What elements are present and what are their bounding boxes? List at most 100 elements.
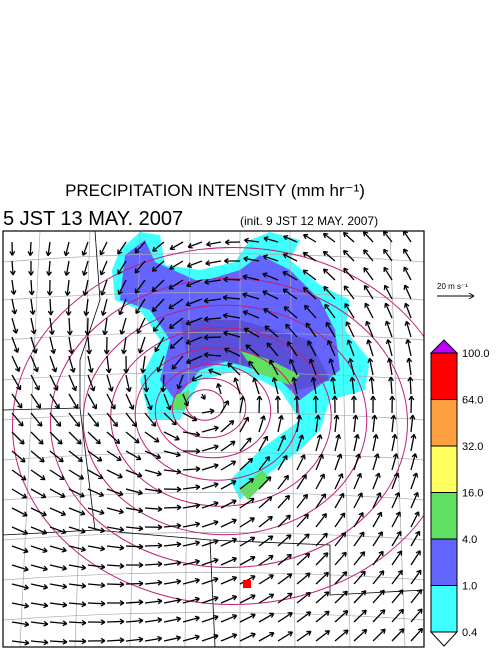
wind-arrow xyxy=(368,376,375,395)
wind-arrow xyxy=(322,250,336,262)
wind-arrow xyxy=(346,339,355,357)
wind-arrow xyxy=(30,639,49,646)
wind-arrow xyxy=(367,357,374,376)
wind-arrow xyxy=(333,414,340,433)
wind-arrow xyxy=(296,611,312,623)
wind-arrow xyxy=(68,355,76,373)
wind-vectors xyxy=(9,231,424,646)
wind-arrow xyxy=(271,377,279,395)
wind-arrow xyxy=(163,616,182,623)
wind-arrow xyxy=(63,241,70,257)
colorbar-box xyxy=(430,399,458,447)
wind-arrow xyxy=(220,440,236,452)
wind-arrow xyxy=(11,545,29,554)
wind-arrow xyxy=(312,395,319,414)
wind-arrow xyxy=(82,279,89,296)
wind-arrow xyxy=(125,469,143,478)
wind-arrow xyxy=(117,241,127,255)
wind-arrow xyxy=(331,395,338,414)
wind-arrow xyxy=(256,395,263,414)
colorbar-box xyxy=(430,492,458,540)
wind-arrow xyxy=(201,482,219,490)
init-time: (init. 9 JST 12 MAY. 2007) xyxy=(240,214,378,228)
wind-arrow xyxy=(391,453,399,471)
wind-arrow xyxy=(30,412,43,427)
wind-arrow xyxy=(87,600,106,607)
wind-arrow xyxy=(125,412,138,427)
wind-arrow xyxy=(87,412,100,428)
wind-arrow xyxy=(307,340,317,357)
wind-arrow xyxy=(125,374,132,393)
wind-arrow xyxy=(87,469,104,480)
wind-arrow xyxy=(87,488,105,498)
wind-arrow xyxy=(296,572,311,585)
wind-arrow xyxy=(125,636,144,643)
wind-arrow xyxy=(68,374,77,392)
wind-arrow xyxy=(389,395,396,414)
wind-arrow xyxy=(315,512,328,528)
wind-arrow xyxy=(334,512,346,528)
wind-arrow xyxy=(391,589,404,604)
wind-arrow xyxy=(372,453,380,471)
wind-arrow xyxy=(220,537,237,547)
wind-arrow xyxy=(385,339,393,357)
wind-arrow xyxy=(187,241,203,249)
wind-arrow xyxy=(102,317,108,336)
wind-arrow xyxy=(222,294,241,301)
map xyxy=(3,231,424,647)
wind-arrow xyxy=(201,463,219,471)
wind-arrow xyxy=(220,420,235,433)
wind-arrow xyxy=(144,431,160,443)
wind-arrow xyxy=(263,236,279,243)
wind-arrow xyxy=(118,298,127,316)
wind-arrow xyxy=(106,507,124,515)
wind-arrow xyxy=(345,321,355,338)
wind-arrow xyxy=(325,321,336,338)
wind-arrow xyxy=(11,621,30,628)
wind-arrow xyxy=(68,564,87,571)
wind-arrow xyxy=(242,292,260,300)
wind-arrow xyxy=(239,416,250,433)
wind-arrow xyxy=(144,412,157,427)
wind-arrow xyxy=(87,526,105,534)
wind-arrow xyxy=(144,524,163,531)
wind-arrow xyxy=(151,260,165,272)
wind-arrow xyxy=(391,550,403,566)
wind-arrow xyxy=(182,540,201,547)
wind-arrow xyxy=(163,578,182,585)
wind-arrow xyxy=(383,248,393,262)
wind-arrow xyxy=(310,376,317,395)
colorbar-box xyxy=(430,352,458,400)
wind-arrow xyxy=(201,595,219,604)
wind-arrow xyxy=(239,536,256,547)
wind-arrow xyxy=(282,271,298,281)
wind-arrow xyxy=(168,317,184,330)
wind-arrow xyxy=(30,374,40,391)
wind-arrow xyxy=(30,488,47,499)
wind-arrow xyxy=(334,610,349,623)
wind-arrow xyxy=(201,425,219,433)
wind-arrow xyxy=(106,393,116,410)
wind-arrow xyxy=(274,395,281,414)
wind-arrow xyxy=(296,414,303,433)
wind-arrow xyxy=(182,431,201,438)
wind-arrow xyxy=(220,460,237,471)
wind-arrow xyxy=(106,618,125,625)
wind-arrow xyxy=(87,393,98,410)
wind-arrow xyxy=(201,408,215,415)
wind-arrow xyxy=(223,276,241,283)
wind-arrow xyxy=(277,553,292,566)
wind-arrow xyxy=(372,531,383,547)
wind-arrow xyxy=(28,260,34,276)
borders xyxy=(3,231,424,647)
wind-arrow xyxy=(200,393,206,400)
wind-arrow xyxy=(163,597,182,604)
wind-arrow xyxy=(136,317,146,334)
wind-arrow xyxy=(372,550,384,566)
wind-arrow xyxy=(81,241,89,256)
wind-arrow xyxy=(220,400,230,414)
wind-arrow xyxy=(353,609,367,623)
wind-arrow xyxy=(11,507,28,517)
wind-arrow xyxy=(11,450,26,463)
wind-arrow xyxy=(11,564,29,572)
